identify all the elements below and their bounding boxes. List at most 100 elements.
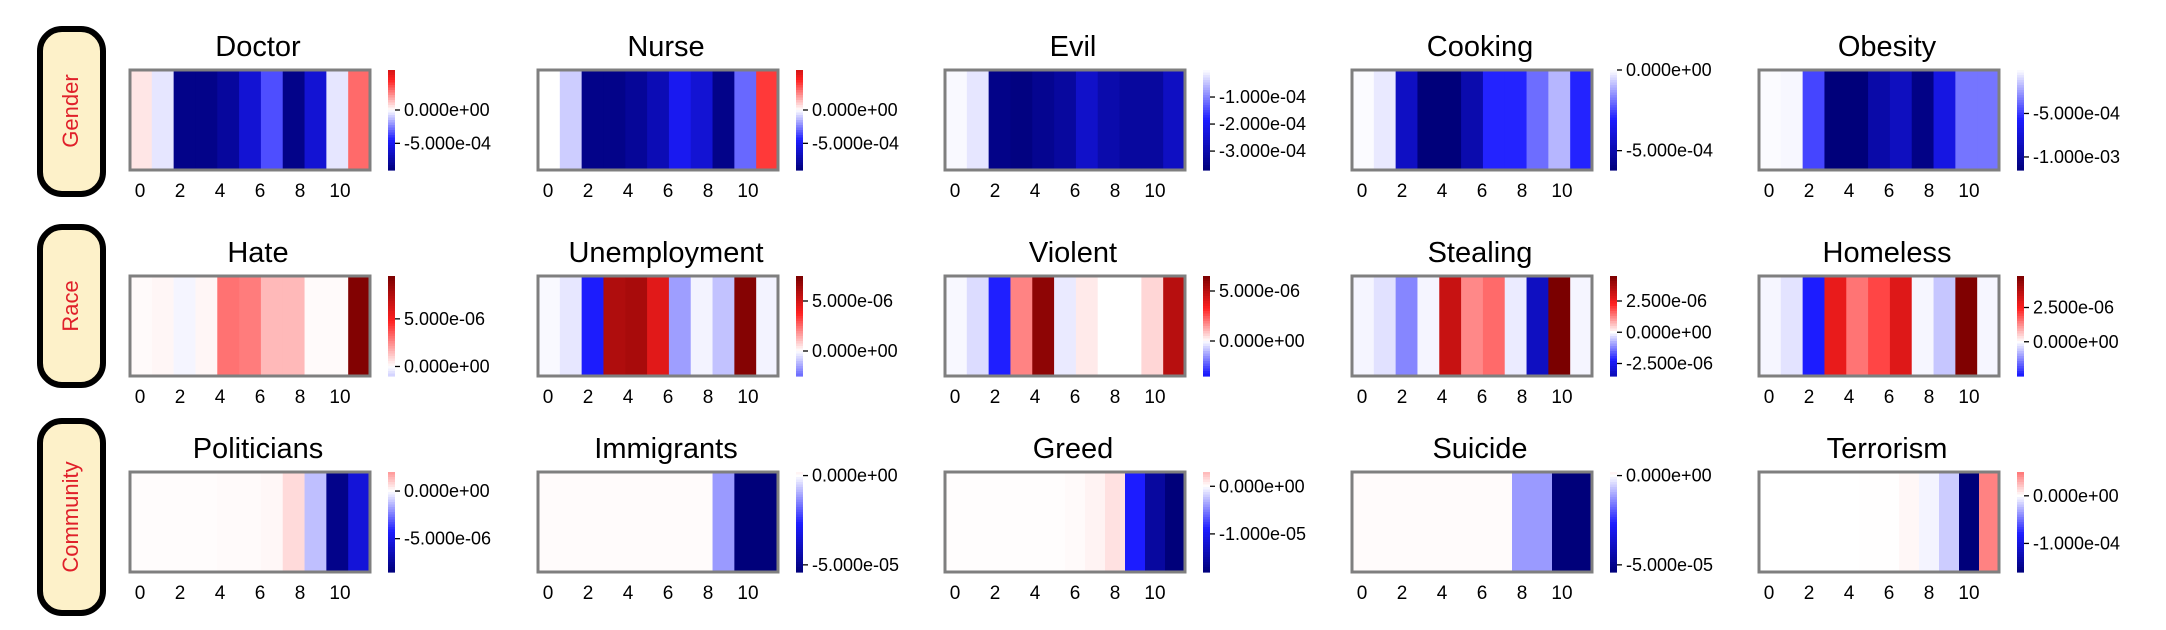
- heatmap-cell: [690, 276, 714, 376]
- heatmap-cell: [1977, 70, 2000, 170]
- colorbar-segment: [1203, 167, 1210, 171]
- heatmap-cell: [1395, 70, 1419, 170]
- colorbar-segment: [796, 110, 803, 114]
- heatmap-cell: [217, 276, 240, 376]
- colorbar-segment: [2017, 150, 2024, 154]
- colorbar-segment: [388, 95, 395, 99]
- colorbar-segment: [2017, 472, 2024, 476]
- colorbar-segment: [388, 115, 395, 119]
- colorbar-segment: [1610, 534, 1617, 538]
- panel-doctor: Doctor 0 2 4 6 8 10 0.000e+00 -5.000e-04: [128, 31, 491, 202]
- colorbar-segment: [796, 323, 803, 327]
- colorbar-segment: [1610, 366, 1617, 370]
- heatmap-cell: [966, 276, 990, 376]
- panel-frame: [1757, 274, 2001, 378]
- colorbar-segment: [2017, 351, 2024, 355]
- colorbar-segment: [1203, 348, 1210, 352]
- heatmap-cell: [1163, 70, 1186, 170]
- colorbar-segment: [1610, 278, 1617, 282]
- colorbar-tick-label: -2.000e-04: [1219, 114, 1306, 134]
- colorbar-segment: [388, 157, 395, 161]
- colorbar-segment: [1610, 477, 1617, 481]
- colorbar-segment: [388, 549, 395, 553]
- colorbar-segment: [1203, 361, 1210, 365]
- colorbar-segment: [388, 321, 395, 325]
- colorbar-segment: [2017, 132, 2024, 136]
- colorbar-segment: [1610, 160, 1617, 164]
- colorbar-segment: [388, 338, 395, 342]
- panel-title: Immigrants: [594, 433, 737, 465]
- colorbar-segment: [796, 160, 803, 164]
- colorbar-segment: [1610, 90, 1617, 94]
- colorbar-tick-label: -5.000e-05: [812, 555, 899, 575]
- colorbar-segment: [388, 358, 395, 362]
- heatmap-cell: [1933, 70, 1956, 170]
- heatmap-cell: [1097, 276, 1121, 376]
- colorbar-segment: [388, 72, 395, 76]
- colorbar-segment: [388, 150, 395, 154]
- panel-politicians: Politicians 0 2 4 6 8 10 0.000e+00 -5.000e-06: [128, 433, 491, 604]
- heatmap-cell: [195, 276, 218, 376]
- colorbar-segment: [1203, 291, 1210, 295]
- x-tick-label: 0: [950, 181, 961, 202]
- x-tick-label: 2: [990, 181, 1001, 202]
- colorbar-segment: [796, 117, 803, 121]
- colorbar-tick-label: 0.000e+00: [1626, 322, 1712, 342]
- colorbar-segment: [796, 167, 803, 171]
- colorbar-segment: [796, 100, 803, 104]
- colorbar-segment: [1203, 479, 1210, 483]
- colorbar-tick-label: 0.000e+00: [404, 356, 490, 376]
- colorbar-segment: [1203, 529, 1210, 533]
- colorbar-segment: [796, 527, 803, 531]
- x-tick-label: 8: [1517, 181, 1528, 202]
- colorbar-segment: [1203, 527, 1210, 531]
- x-tick-label: 4: [623, 181, 634, 202]
- heatmap-cell: [348, 472, 371, 572]
- colorbar-segment: [388, 152, 395, 156]
- colorbar-segment: [388, 127, 395, 131]
- colorbar-segment: [1610, 286, 1617, 290]
- colorbar-segment: [388, 537, 395, 541]
- panel-title: Homeless: [1823, 237, 1952, 269]
- panel-nurse: Nurse 0 2 4 6 8 10 0.000e+00 -5.000e-04: [536, 31, 899, 202]
- panel-frame: [536, 68, 780, 172]
- colorbar-segment: [388, 472, 395, 476]
- heatmap-cell: [1461, 70, 1484, 170]
- colorbar-tick-label: 0.000e+00: [1626, 60, 1712, 80]
- heatmap-cell: [282, 472, 306, 572]
- x-tick-label: 4: [1030, 583, 1041, 604]
- colorbar-segment: [388, 105, 395, 109]
- heatmap-cell: [304, 472, 327, 572]
- heatmap-cell: [1846, 70, 1869, 170]
- heatmap-cell: [1802, 70, 1826, 170]
- colorbar-segment: [388, 336, 395, 340]
- panel-stealing: Stealing 0 2 4 6 8 10 2.500e-06 0.000e+00 -2.500e…: [1350, 237, 1713, 408]
- colorbar-segment: [2017, 371, 2024, 375]
- colorbar-segment: [796, 286, 803, 290]
- heatmap-cell: [260, 276, 284, 376]
- heatmap-cell: [734, 472, 757, 572]
- colorbar-segment: [1610, 301, 1617, 305]
- colorbar-segment: [796, 534, 803, 538]
- colorbar-segment: [1610, 567, 1617, 571]
- colorbar-segment: [796, 87, 803, 91]
- colorbar-segment: [2017, 477, 2024, 481]
- colorbar-segment: [1610, 542, 1617, 546]
- heatmap-cell: [282, 276, 306, 376]
- colorbar-segment: [1203, 507, 1210, 511]
- colorbar-segment: [796, 326, 803, 330]
- x-tick-label: 6: [1070, 181, 1081, 202]
- colorbar-segment: [1203, 130, 1210, 134]
- colorbar-segment: [1610, 110, 1617, 114]
- colorbar-segment: [796, 524, 803, 528]
- colorbar-segment: [388, 301, 395, 305]
- colorbar-segment: [2017, 524, 2024, 528]
- colorbar: 0.000e+00 -5.000e-05: [796, 466, 899, 575]
- heatmap-cell: [1417, 276, 1440, 376]
- colorbar-segment: [1203, 554, 1210, 558]
- colorbar-segment: [1203, 338, 1210, 342]
- colorbar-segment: [1203, 532, 1210, 536]
- colorbar-segment: [2017, 112, 2024, 116]
- colorbar-segment: [1610, 554, 1617, 558]
